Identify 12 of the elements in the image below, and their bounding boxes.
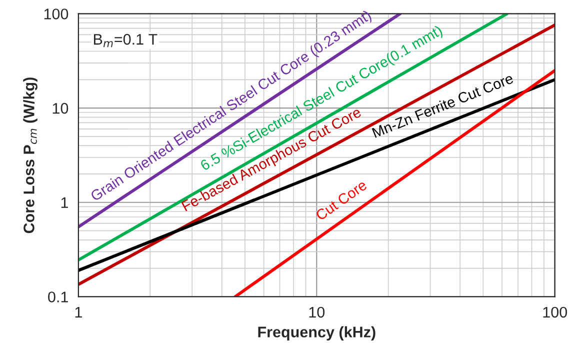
x-tick-label: 100	[543, 306, 568, 318]
y-axis-title: Core Loss P$_{cm}$ (W/kg)	[23, 78, 38, 234]
y-tick-label: 0.1	[48, 292, 68, 302]
y-tick-label: 100	[44, 8, 68, 20]
x-tick-label: 1	[75, 306, 82, 318]
x-axis-title: Frequency (kHz)	[258, 326, 376, 340]
y-tick-label: 1	[61, 197, 68, 208]
y-tick-label: 10	[52, 102, 68, 114]
annotation: B$_{m}$=0.1 T	[94, 34, 158, 48]
x-tick-label: 10	[309, 306, 325, 318]
annotation: Mn-Zn Ferrite Cut Core	[372, 72, 514, 138]
annotation: Cut Core	[314, 180, 368, 221]
